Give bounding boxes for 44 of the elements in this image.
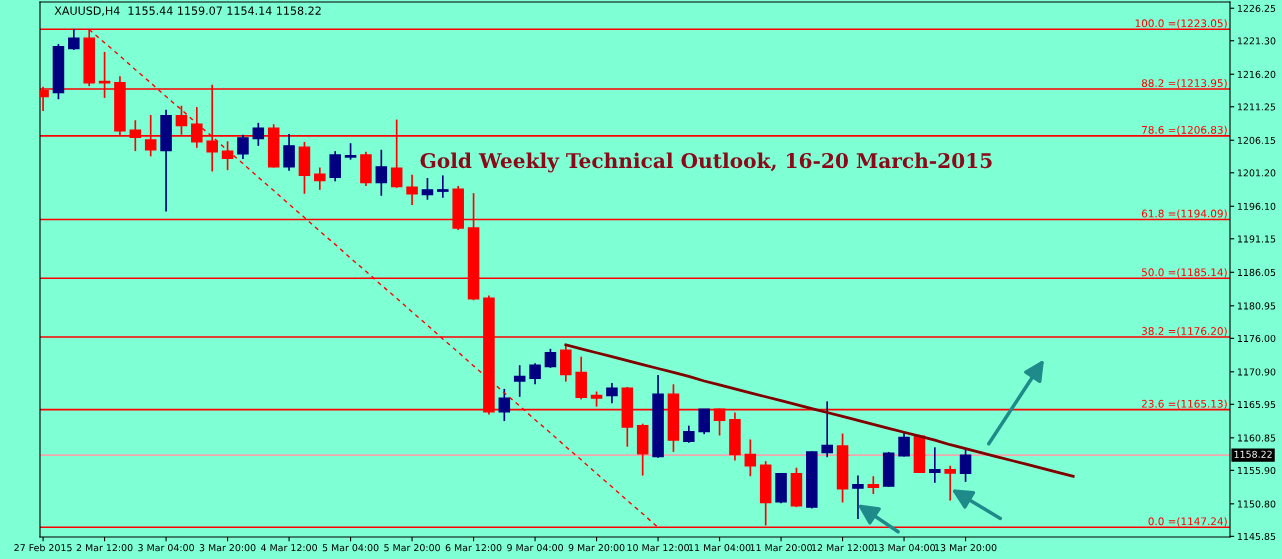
y-tick-label: 1165.95	[1237, 400, 1276, 409]
y-tick-label: 1191.15	[1237, 235, 1276, 243]
y-tick-label: 1150.80	[1237, 500, 1276, 508]
annotation: XAUUSD,H4 1155.44 1159.07 1154.14 1158.22	[54, 6, 321, 17]
ref-line-label: 23.6 =(1165.13)	[1141, 399, 1227, 409]
x-tick-label: 3 Mar 04:00	[138, 544, 194, 552]
x-tick-label: 5 Mar 04:00	[322, 544, 379, 552]
x-tick-label: 5 Mar 20:00	[384, 544, 440, 552]
x-tick-label: 6 Mar 12:00	[445, 544, 502, 552]
text: 1158.22	[1234, 450, 1272, 458]
ref-line-label: 100.0 =(1223.05)	[1135, 19, 1227, 29]
y-tick-label: 1186.05	[1237, 268, 1276, 277]
y-tick-label: 1226.25	[1237, 4, 1276, 12]
y-tick-label: 1211.25	[1237, 103, 1276, 111]
x-tick-label: 11 Mar 20:00	[750, 544, 812, 552]
y-tick-label: 1155.90	[1237, 466, 1276, 475]
x-tick-label: 10 Mar 12:00	[627, 544, 689, 552]
y-tick-label: 1170.90	[1237, 368, 1276, 376]
x-tick-label: 9 Mar 04:00	[507, 544, 563, 552]
y-tick-label: 1201.20	[1237, 169, 1276, 177]
y-tick-label: 1145.85	[1237, 532, 1276, 541]
y-tick-label: 1206.15	[1237, 136, 1276, 144]
x-tick-label: 11 Mar 04:00	[689, 544, 751, 552]
ref-line-label: 38.2 =(1176.20)	[1141, 326, 1227, 337]
ref-line-label: 61.8 =(1194.09)	[1141, 209, 1227, 219]
ref-line-label: 50.0 =(1185.14)	[1141, 268, 1227, 278]
y-tick-label: 1160.85	[1237, 434, 1276, 442]
text: Gold Weekly Technical Outlook, 16-20 March-2015	[420, 152, 992, 173]
y-tick-label: 1216.20	[1237, 70, 1276, 78]
x-tick-label: 13 Mar 04:00	[873, 544, 935, 552]
x-tick-label: 2 Mar 12:00	[76, 544, 133, 552]
x-tick-label: 9 Mar 20:00	[568, 544, 625, 552]
y-tick-label: 1176.00	[1237, 334, 1276, 343]
y-tick-label: 1221.30	[1237, 37, 1276, 45]
x-tick-label: 13 Mar 20:00	[935, 544, 997, 552]
x-tick-label: 12 Mar 12:00	[812, 544, 874, 552]
x-tick-label: 4 Mar 12:00	[261, 544, 317, 552]
ref-line-label: 78.6 =(1206.83)	[1142, 125, 1227, 136]
x-tick-label: 27 Feb 2015	[14, 543, 72, 552]
y-tick-label: 1196.10	[1237, 202, 1276, 210]
ref-line-label: 88.2 =(1213.95)	[1141, 78, 1227, 89]
x-tick-label: 3 Mar 20:00	[199, 544, 256, 552]
ref-line-label: 0.0 =(1147.24)	[1148, 517, 1227, 527]
y-tick-label: 1180.95	[1237, 302, 1276, 310]
